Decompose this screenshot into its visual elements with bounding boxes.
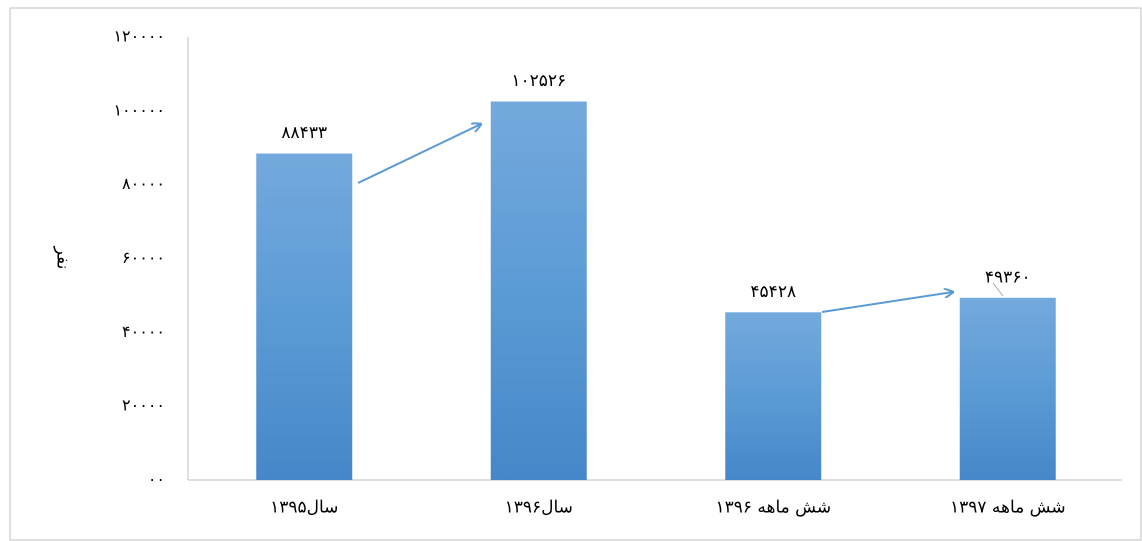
bar [256,153,353,480]
y-axis-label: نفر [53,246,73,270]
bar [725,312,822,480]
x-tick-label: شش ماهه ۱۳۹۷ [950,498,1066,518]
y-tick-label: ۱۲۰۰۰۰ [113,27,165,46]
arrow [357,124,481,184]
arrow [821,292,953,313]
bar [490,101,587,481]
data-label: ۸۸۴۳۳ [281,123,327,143]
y-tick-label: ۰۰ [148,470,165,489]
y-tick-label: ۸۰۰۰۰ [122,174,165,193]
y-tick-label: ۲۰۰۰۰ [122,396,165,415]
y-tick-label: ۴۰۰۰۰ [122,322,165,341]
y-tick-label: ۱۰۰۰۰۰ [113,100,165,119]
data-label: ۴۹۳۶۰ [985,267,1031,287]
bar [959,297,1056,480]
leader-line [992,282,1004,297]
data-label: ۴۵۴۲۸ [750,282,796,302]
data-label: ۱۰۲۵۲۶ [511,71,566,91]
y-tick-label: ۶۰۰۰۰ [122,248,165,267]
x-tick-label: سال۱۳۹۶ [505,498,573,518]
x-tick-label: شش ماهه ۱۳۹۶ [715,498,831,518]
x-tick-label: سال۱۳۹۵ [270,498,338,518]
frame [9,7,1142,541]
